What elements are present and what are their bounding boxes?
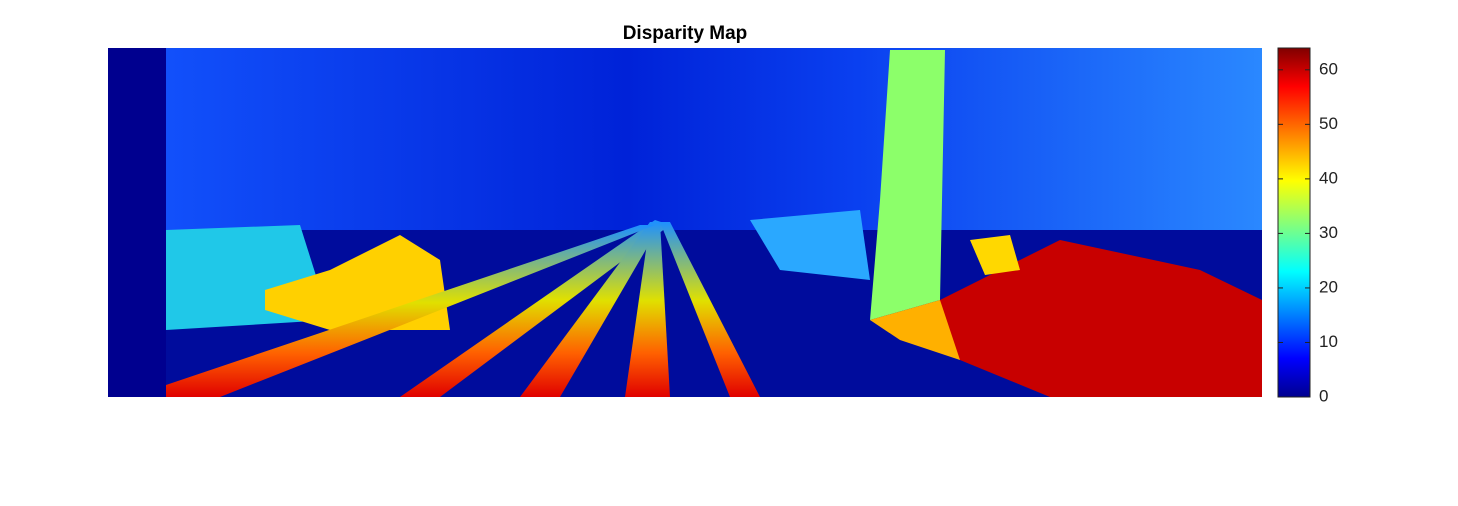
image-streak [660,222,760,397]
image-region [940,240,1262,397]
image-streak [400,220,670,397]
chart-title: Disparity Map [623,23,748,44]
colorbar-tick-label: 0 [1319,386,1328,405]
image-region [750,210,870,280]
image-region [870,50,945,320]
image-streak [520,222,662,397]
colorbar-tick-label: 50 [1319,114,1338,133]
image-streak [166,225,655,397]
image-region [970,235,1020,275]
image-border [108,48,166,397]
colorbar-tick-label: 10 [1319,332,1338,351]
colorbar [1277,47,1311,398]
colorbar-tick-label: 20 [1319,277,1338,296]
colorbar-tick-label: 40 [1319,168,1338,187]
colorbar-tick-label: 60 [1319,59,1338,78]
colorbar-tick-label: 30 [1319,223,1338,242]
disparity-image [108,48,1262,397]
image-streak [625,222,670,397]
